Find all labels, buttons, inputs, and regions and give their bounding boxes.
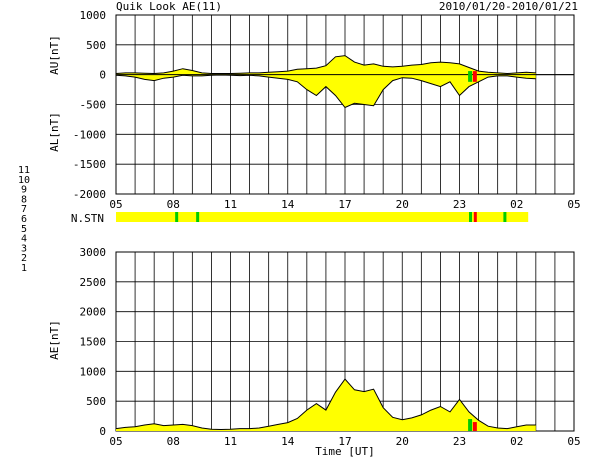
- x-tick-label: 05: [567, 198, 580, 211]
- x-tick-label: 14: [281, 198, 295, 211]
- legend-station-count: 2: [21, 253, 27, 264]
- x-tick-label: 17: [338, 435, 351, 448]
- x-tick-label: 02: [510, 435, 523, 448]
- y-tick-label: 0: [99, 69, 106, 82]
- y-tick-label: 500: [86, 395, 106, 408]
- x-tick-label: 20: [396, 435, 409, 448]
- y-tick-label: 2500: [80, 276, 107, 289]
- au-axis-label: AU[nT]: [48, 35, 61, 75]
- x-tick-label: 17: [338, 198, 351, 211]
- legend-station-count: 7: [21, 204, 27, 215]
- y-tick-label: 2000: [80, 306, 107, 319]
- legend-station-count: 1: [21, 263, 27, 274]
- legend-station-count: 10: [18, 175, 30, 186]
- legend-station-count: 9: [21, 185, 27, 196]
- station-bar-fill: [116, 212, 529, 222]
- date-range: 2010/01/20-2010/01/21: [438, 0, 578, 13]
- y-tick-label: -1000: [73, 128, 106, 141]
- station-dropout-green: [468, 71, 473, 82]
- y-tick-label: 1000: [80, 365, 107, 378]
- station-marker: [469, 212, 473, 222]
- legend-station-count: 3: [21, 243, 27, 254]
- x-tick-label: 11: [224, 198, 237, 211]
- y-tick-label: 1000: [80, 9, 107, 22]
- ae-series-line: [115, 378, 536, 431]
- x-tick-label: 20: [396, 198, 409, 211]
- ae-axis-label: AE[nT]: [48, 320, 61, 360]
- legend-station-count: 6: [21, 214, 27, 225]
- chart-title: Quik Look AE(11): [116, 0, 222, 13]
- x-tick-label: 08: [167, 435, 180, 448]
- y-tick-label: 500: [86, 39, 106, 52]
- x-tick-label: 08: [167, 198, 180, 211]
- y-tick-label: 3000: [80, 246, 107, 259]
- au-series-line: [115, 55, 536, 75]
- station-marker: [175, 212, 179, 222]
- station-bar-label: N.STN: [71, 212, 104, 225]
- legend-station-count: 11: [18, 165, 30, 176]
- station-marker: [473, 212, 477, 222]
- station-marker: [196, 212, 200, 222]
- x-tick-label: 11: [224, 435, 237, 448]
- x-axis-label: Time [UT]: [315, 445, 375, 458]
- y-tick-label: -1500: [73, 158, 106, 171]
- x-tick-label: 05: [109, 198, 122, 211]
- legend-station-count: 4: [21, 234, 27, 245]
- station-dropout-red: [472, 71, 477, 82]
- x-tick-label: 05: [567, 435, 580, 448]
- x-tick-label: 23: [453, 435, 466, 448]
- ae-area: [116, 379, 536, 431]
- station-dropout-red: [472, 422, 477, 431]
- station-marker: [503, 212, 507, 222]
- y-tick-label: 0: [99, 425, 106, 438]
- x-tick-label: 05: [109, 435, 122, 448]
- station-count-bar: N.STN: [71, 212, 529, 225]
- y-tick-label: -2000: [73, 188, 106, 201]
- legend-station-count: 5: [21, 224, 27, 235]
- y-tick-label: 1500: [80, 336, 107, 349]
- x-tick-label: 02: [510, 198, 523, 211]
- au-al-envelope: [116, 55, 536, 108]
- al-axis-label: AL[nT]: [48, 112, 61, 152]
- legend-station-count: 8: [21, 194, 27, 205]
- x-tick-label: 14: [281, 435, 295, 448]
- x-tick-label: 23: [453, 198, 466, 211]
- al-series-line: [115, 74, 536, 109]
- y-tick-label: -500: [80, 99, 107, 112]
- station-dropout-green: [468, 419, 473, 431]
